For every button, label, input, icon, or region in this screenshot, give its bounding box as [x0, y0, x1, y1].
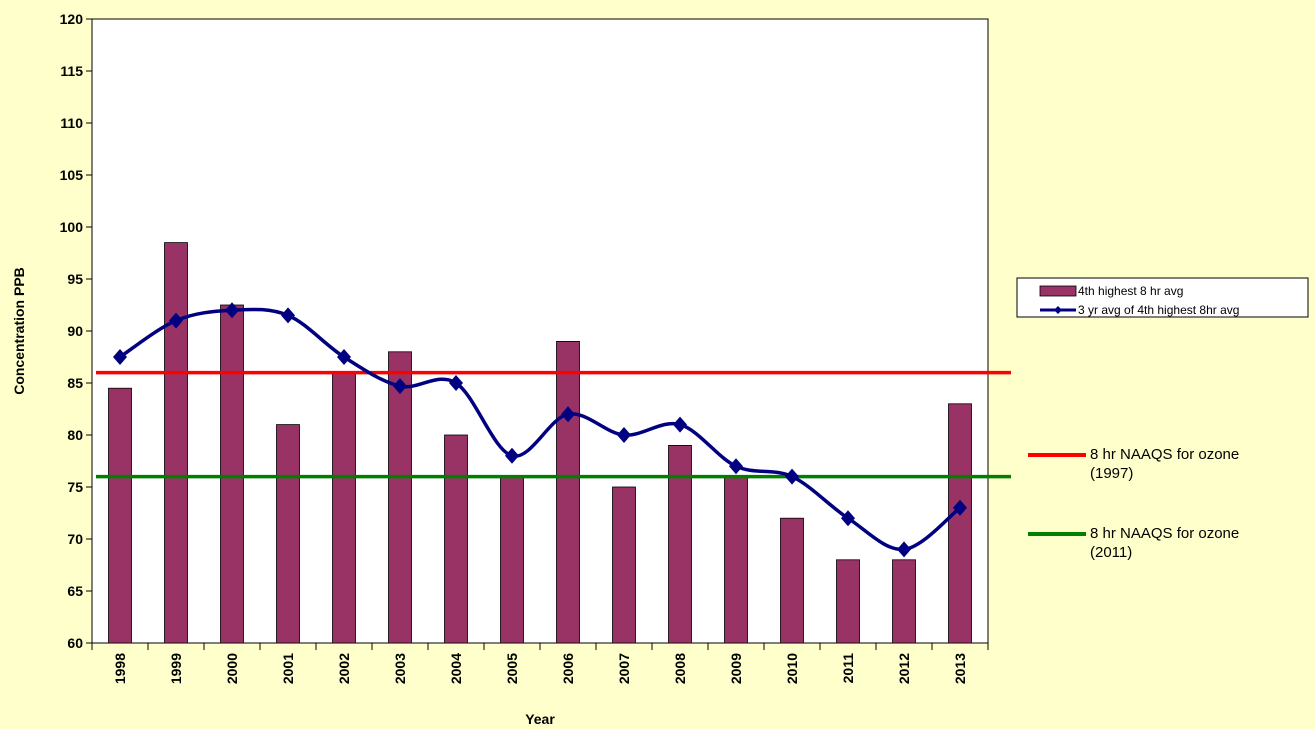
x-tick-label: 2009 — [728, 653, 744, 684]
marker — [617, 427, 631, 443]
x-tick-label: 2004 — [448, 653, 464, 684]
bar — [500, 476, 524, 644]
x-tick-label: 2001 — [280, 653, 296, 684]
x-tick-label: 2013 — [952, 653, 968, 684]
bar — [332, 372, 356, 644]
marker — [169, 312, 183, 329]
marker — [225, 302, 239, 319]
x-tick-label: 2008 — [672, 653, 688, 684]
marker — [505, 447, 519, 464]
y-tick-label: 110 — [60, 115, 83, 131]
legend-label: 4th highest 8 hr avg — [1078, 284, 1183, 298]
x-axis-title: Year — [525, 711, 555, 727]
marker — [561, 406, 575, 423]
y-tick-label: 95 — [67, 271, 83, 287]
legend-label: 3 yr avg of 4th highest 8hr avg — [1078, 303, 1239, 317]
y-tick-label: 60 — [67, 635, 83, 651]
legend-swatch — [1039, 285, 1077, 297]
x-tick-label: 2006 — [560, 653, 576, 684]
marker — [337, 349, 351, 365]
bar — [388, 351, 412, 644]
y-tick-label: 105 — [60, 167, 84, 183]
x-tick-label: 2000 — [224, 653, 240, 684]
bar — [556, 340, 580, 644]
y-tick-label: 115 — [60, 63, 83, 79]
marker — [841, 510, 855, 527]
marker — [897, 541, 911, 558]
x-tick-label: 2011 — [840, 653, 856, 684]
legend-marker — [1054, 306, 1062, 314]
y-tick-label: 120 — [60, 11, 84, 27]
bar — [108, 387, 132, 644]
bar — [668, 444, 692, 644]
marker — [729, 458, 743, 475]
y-tick-label: 80 — [67, 427, 83, 443]
bar — [276, 424, 300, 644]
marker — [785, 468, 799, 485]
y-axis-title: Concentration PPB — [11, 267, 27, 395]
x-tick-label: 2003 — [392, 653, 408, 684]
y-tick-label: 75 — [67, 479, 83, 495]
marker — [953, 499, 967, 516]
marker — [673, 416, 687, 433]
bar — [164, 242, 188, 644]
marker — [281, 307, 295, 324]
x-tick-label: 2005 — [504, 653, 520, 684]
x-tick-label: 1999 — [168, 653, 184, 684]
x-tick-label: 2010 — [784, 653, 800, 684]
marker — [449, 375, 463, 391]
y-tick-label: 85 — [67, 375, 83, 391]
x-tick-label: 2007 — [616, 653, 632, 684]
line — [119, 307, 962, 552]
y-tick-label: 90 — [67, 323, 83, 339]
reference-legend-label: 8 hr NAAQS for ozone (1997) — [1090, 446, 1240, 482]
x-tick-label: 1998 — [112, 653, 128, 684]
bar — [612, 486, 636, 644]
bar — [220, 304, 244, 644]
y-tick-label: 65 — [67, 583, 83, 599]
marker — [113, 349, 127, 365]
y-tick-label: 70 — [67, 531, 83, 547]
bar — [836, 559, 860, 644]
bar — [892, 559, 916, 644]
marker — [393, 378, 407, 395]
bar — [780, 517, 804, 644]
y-tick-label: 100 — [60, 219, 84, 235]
bar — [444, 434, 468, 644]
x-tick-label: 2002 — [336, 653, 352, 684]
reference-legend-label: 8 hr NAAQS for ozone (2011) — [1090, 525, 1240, 561]
bar — [948, 403, 972, 644]
bar — [724, 476, 748, 644]
x-tick-label: 2012 — [896, 653, 912, 684]
